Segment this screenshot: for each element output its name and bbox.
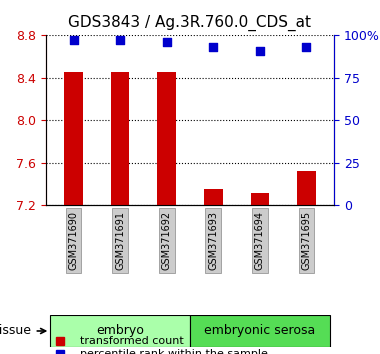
Point [257, 48, 263, 53]
Text: GSM371695: GSM371695 [301, 211, 312, 270]
FancyBboxPatch shape [190, 315, 330, 347]
Point [117, 38, 123, 43]
Text: GSM371691: GSM371691 [115, 211, 125, 270]
Bar [204, 189, 223, 205]
Point [164, 39, 170, 45]
Bar [64, 72, 83, 205]
Text: GSM371692: GSM371692 [162, 211, 172, 270]
Text: percentile rank within the sample: percentile rank within the sample [80, 349, 268, 354]
Bar [250, 193, 269, 205]
Point [303, 45, 309, 50]
Text: GSM371694: GSM371694 [255, 211, 265, 270]
Text: GSM371690: GSM371690 [68, 211, 79, 270]
Text: transformed count: transformed count [80, 336, 184, 346]
Bar [297, 171, 316, 205]
Point [210, 45, 216, 50]
Text: embryonic serosa: embryonic serosa [204, 325, 315, 337]
Text: GSM371693: GSM371693 [208, 211, 218, 270]
Text: tissue: tissue [0, 325, 46, 337]
Point [71, 38, 77, 43]
Bar [111, 72, 130, 205]
Bar [157, 72, 176, 205]
FancyBboxPatch shape [50, 315, 190, 347]
Text: embryo: embryo [96, 325, 144, 337]
Title: GDS3843 / Ag.3R.760.0_CDS_at: GDS3843 / Ag.3R.760.0_CDS_at [68, 15, 312, 31]
